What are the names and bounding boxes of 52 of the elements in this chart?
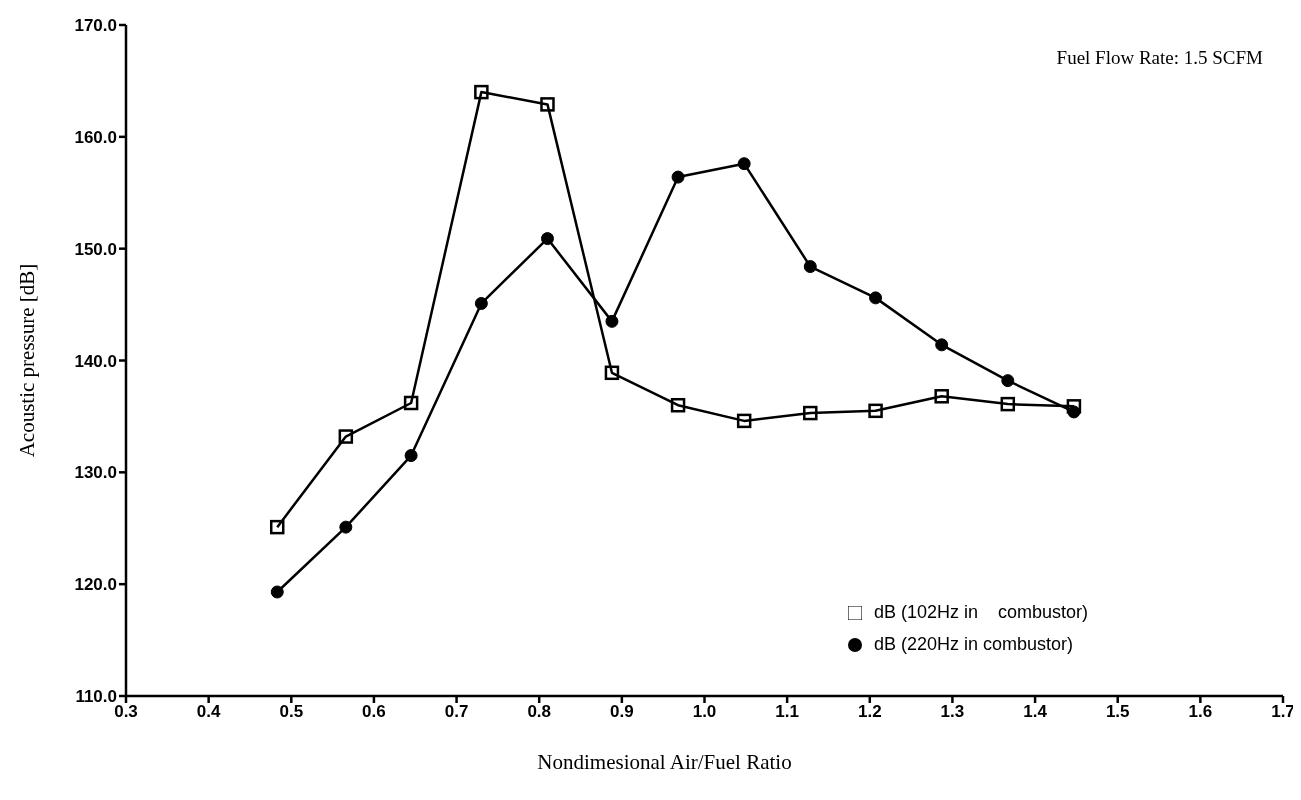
y-tick-label: 150.0 [74,239,117,259]
point [1000,396,1016,412]
point [474,84,489,100]
point [868,403,883,419]
y-axis-title: Acoustic pressure [dB] [15,263,41,458]
x-tick-label: 0.5 [279,702,304,722]
point [1066,399,1082,414]
point [869,291,883,305]
point [935,338,949,352]
x-axis-title: Nondimesional Air/Fuel Ratio [536,750,793,775]
point [803,260,817,274]
x-tick-label: 0.4 [196,702,221,722]
y-tick-label: 130.0 [74,463,117,483]
point [605,314,619,328]
point [540,97,555,112]
x-tick-label: 1.2 [857,702,882,722]
x-tick-label: 0.8 [527,702,552,722]
x-tick-label: 0.6 [362,702,386,722]
point [803,405,818,421]
annotation: Fuel Flow Rate: 1.5 SCFM [1056,47,1263,69]
legend-label: dB (102Hz in combustor) [874,602,1089,622]
point [404,449,418,463]
point [403,395,419,411]
y-tick-label: 110.0 [75,687,117,707]
point [604,365,620,381]
x-tick-label: 1.6 [1188,702,1213,722]
x-tick-label: 1.4 [1023,702,1048,722]
point [339,520,353,534]
point [269,519,285,535]
y-tick-label: 170.0 [74,16,117,36]
point [934,389,949,404]
x-tick-label: 1.1 [775,702,799,722]
x-tick-label: 1.5 [1105,702,1130,722]
point [670,397,686,413]
point [1067,405,1081,419]
y-tick-label: 140.0 [74,351,117,371]
y-tick-label: 160.0 [74,127,117,147]
point [736,413,752,429]
y-tick-label: 120.0 [74,575,117,595]
point [338,429,354,444]
point [671,170,685,184]
point [474,296,488,310]
x-tick-label: 0.3 [114,702,138,722]
x-tick-label: 1.3 [940,702,965,722]
point [270,585,284,599]
x-tick-label: 0.7 [444,702,469,722]
x-tick-label: 0.9 [610,702,634,722]
legend-label: dB (220Hz in combustor) [874,634,1074,654]
point [1001,374,1015,388]
x-tick-label: 1.0 [692,702,717,722]
point [737,157,751,171]
point [540,232,554,246]
